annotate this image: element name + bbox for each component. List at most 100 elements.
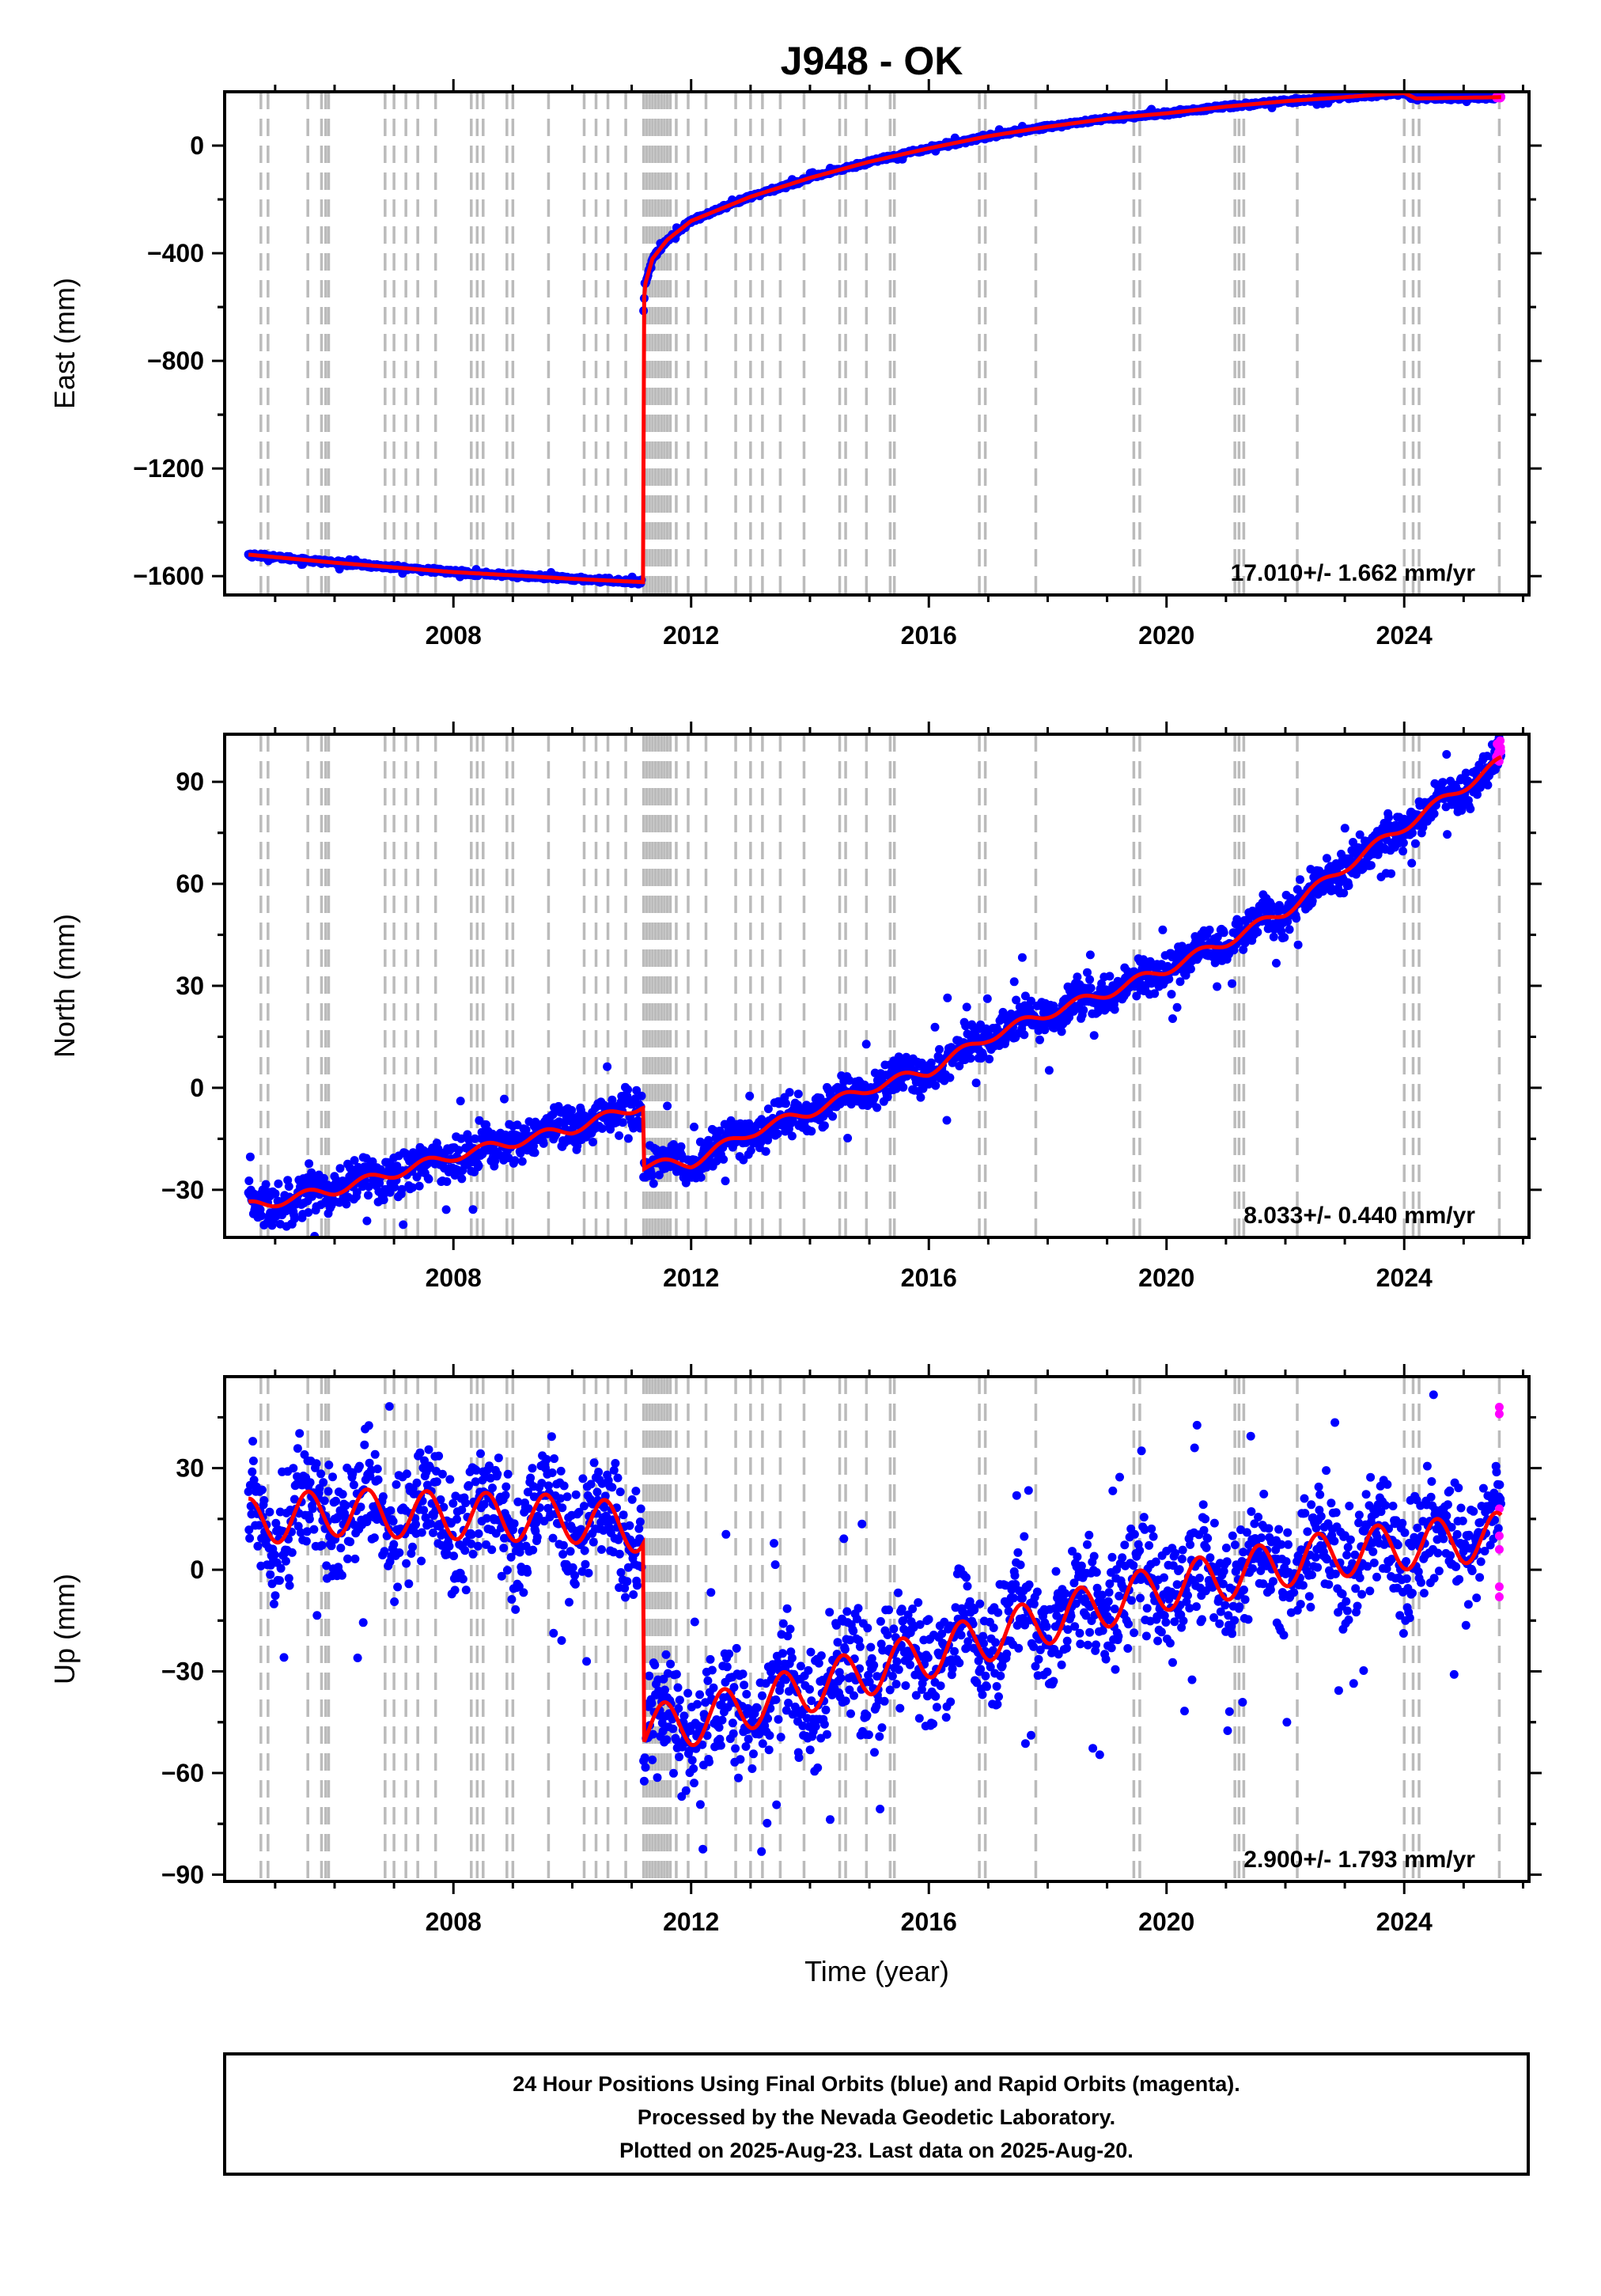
model-line bbox=[248, 92, 1501, 585]
final-orbit-point bbox=[404, 1579, 414, 1589]
rate-label: 8.033+/- 0.440 mm/yr bbox=[1243, 1203, 1475, 1229]
final-orbit-point bbox=[1213, 982, 1222, 991]
final-orbit-point bbox=[261, 1180, 271, 1189]
final-orbit-point bbox=[308, 1190, 317, 1199]
final-orbit-point bbox=[342, 1199, 351, 1209]
final-orbit-point bbox=[474, 1161, 483, 1170]
final-orbit-point bbox=[584, 1568, 593, 1578]
final-orbit-point bbox=[402, 1469, 411, 1479]
final-orbit-point bbox=[253, 1541, 263, 1551]
final-orbit-point bbox=[452, 1514, 461, 1524]
final-orbit-point bbox=[843, 1134, 853, 1142]
y-tick-label: 0 bbox=[190, 1074, 204, 1102]
final-orbit-point bbox=[305, 1514, 314, 1524]
final-orbit-point bbox=[539, 1139, 548, 1148]
final-orbit-point bbox=[279, 1653, 289, 1662]
final-orbit-point bbox=[316, 1469, 326, 1479]
final-orbit-point bbox=[966, 1054, 975, 1063]
final-orbit-point bbox=[623, 1577, 632, 1586]
final-orbit-point bbox=[281, 1556, 290, 1566]
final-orbit-point bbox=[442, 1177, 452, 1186]
final-orbit-point bbox=[615, 1487, 625, 1497]
final-orbit-point bbox=[275, 1576, 284, 1586]
final-orbit-point bbox=[473, 1541, 483, 1551]
final-orbit-point bbox=[336, 1544, 346, 1553]
final-orbit-point bbox=[392, 1480, 401, 1489]
final-orbit-point bbox=[449, 1498, 458, 1508]
final-orbit-point bbox=[412, 1478, 422, 1487]
final-orbit-point bbox=[623, 1085, 633, 1094]
final-orbit-point bbox=[1057, 1027, 1066, 1036]
final-orbit-point bbox=[360, 1440, 369, 1449]
data-points bbox=[244, 1390, 1505, 1856]
final-orbit-point bbox=[379, 1195, 388, 1204]
final-orbit-point bbox=[565, 1597, 573, 1607]
final-orbit-point bbox=[1017, 953, 1027, 962]
data-points bbox=[244, 734, 1505, 1249]
final-orbit-point bbox=[1105, 972, 1115, 981]
final-orbit-point bbox=[559, 1481, 569, 1491]
final-orbit-point bbox=[589, 1138, 597, 1146]
final-orbit-point bbox=[502, 1566, 512, 1575]
final-orbit-point bbox=[616, 1568, 626, 1577]
final-orbit-point bbox=[308, 1504, 317, 1514]
final-orbit-point bbox=[1172, 1002, 1182, 1012]
final-orbit-point bbox=[373, 1475, 383, 1484]
final-orbit-point bbox=[245, 1152, 255, 1161]
final-orbit-point bbox=[568, 1563, 577, 1572]
final-orbit-point bbox=[510, 1156, 520, 1165]
final-orbit-point bbox=[441, 1205, 451, 1214]
y-axis-label: East (mm) bbox=[48, 278, 81, 409]
final-orbit-point bbox=[1164, 975, 1174, 983]
final-orbit-point bbox=[582, 1657, 592, 1666]
final-orbit-point bbox=[458, 1574, 467, 1584]
final-orbit-point bbox=[450, 1586, 460, 1595]
final-orbit-point bbox=[690, 1122, 698, 1131]
final-orbit-point bbox=[349, 1480, 358, 1490]
final-orbit-point bbox=[1384, 813, 1393, 822]
final-orbit-point bbox=[1366, 861, 1376, 870]
final-orbit-point bbox=[570, 1570, 580, 1580]
final-orbit-point bbox=[271, 1189, 280, 1199]
y-tick-label: 60 bbox=[176, 870, 204, 898]
final-orbit-point bbox=[526, 1473, 536, 1483]
final-orbit-point bbox=[388, 1517, 398, 1526]
final-orbit-point bbox=[942, 1116, 952, 1125]
final-orbit-point bbox=[341, 1501, 350, 1510]
final-orbit-point bbox=[962, 1002, 971, 1012]
y-tick-label: −1200 bbox=[133, 454, 204, 483]
final-orbit-point bbox=[295, 1429, 305, 1438]
final-orbit-point bbox=[1035, 1035, 1044, 1044]
x-tick-label: 2024 bbox=[1376, 1264, 1433, 1292]
final-orbit-point bbox=[352, 1188, 361, 1197]
y-axis-label: North (mm) bbox=[48, 914, 81, 1058]
final-orbit-point bbox=[1340, 824, 1349, 833]
final-orbit-point bbox=[456, 1097, 465, 1106]
final-orbit-point bbox=[384, 1402, 394, 1411]
final-orbit-point bbox=[382, 1241, 391, 1249]
final-orbit-point bbox=[319, 1478, 328, 1487]
x-tick-label: 2008 bbox=[426, 1264, 482, 1292]
final-orbit-point bbox=[1442, 750, 1451, 759]
final-orbit-point bbox=[1228, 979, 1236, 988]
final-orbit-point bbox=[373, 1464, 382, 1474]
final-orbit-point bbox=[369, 1533, 379, 1543]
y-tick-label: −1600 bbox=[133, 562, 204, 590]
final-orbit-point bbox=[676, 1142, 686, 1151]
x-tick-label: 2020 bbox=[1138, 621, 1194, 650]
final-orbit-point bbox=[793, 1089, 803, 1099]
final-orbit-point bbox=[324, 1461, 334, 1470]
final-orbit-point bbox=[511, 1605, 520, 1614]
final-orbit-point bbox=[566, 1547, 575, 1556]
final-orbit-point bbox=[618, 1118, 627, 1127]
final-orbit-point bbox=[558, 1550, 568, 1559]
final-orbit-point bbox=[982, 994, 992, 1003]
final-orbit-point bbox=[532, 1533, 542, 1542]
final-orbit-point bbox=[1293, 940, 1303, 949]
final-orbit-point bbox=[1322, 854, 1331, 863]
final-orbit-point bbox=[1269, 932, 1278, 942]
final-orbit-point bbox=[787, 1131, 797, 1141]
final-orbit-point bbox=[719, 1154, 729, 1164]
final-orbit-point bbox=[597, 1545, 606, 1554]
